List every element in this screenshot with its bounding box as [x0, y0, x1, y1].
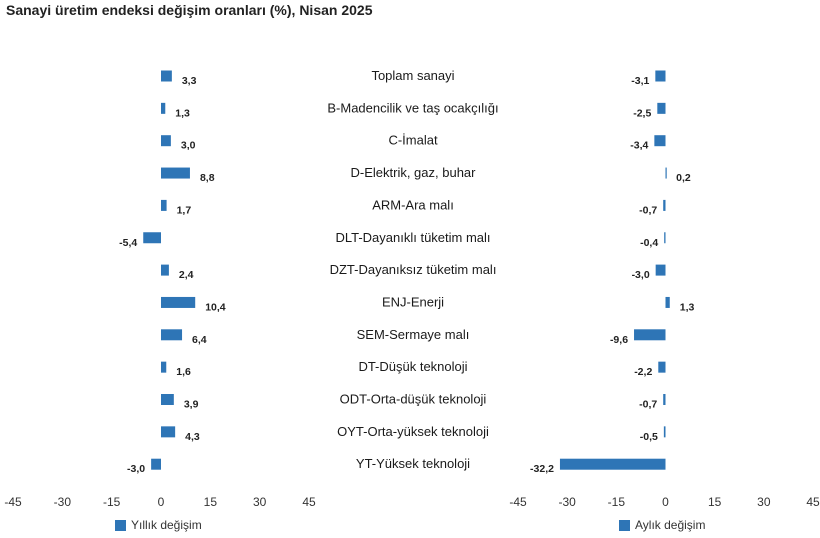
monthly-value-label: -0,4 — [640, 237, 658, 249]
category-label: ODT-Orta-düşük teknoloji — [340, 392, 487, 407]
yearly-bar — [161, 394, 174, 405]
category-label: ENJ-Enerji — [382, 294, 444, 309]
yearly-bar — [161, 102, 166, 114]
monthly-bar — [655, 70, 666, 82]
yearly-value-label: -3,0 — [127, 463, 145, 475]
yearly-x-tick-label: -15 — [103, 495, 121, 509]
yearly-value-label: 1,3 — [175, 107, 190, 119]
yearly-x-tick-label: 30 — [253, 495, 267, 509]
category-label: Toplam sanayi — [371, 68, 454, 83]
yearly-bar — [161, 329, 183, 341]
yearly-legend-swatch — [115, 520, 126, 531]
yearly-value-label: 2,4 — [179, 269, 194, 281]
monthly-bar — [665, 167, 667, 179]
yearly-bar — [161, 361, 167, 373]
monthly-value-label: -3,1 — [631, 75, 649, 87]
yearly-value-label: 3,9 — [184, 399, 199, 411]
yearly-value-label: 6,4 — [192, 334, 207, 346]
monthly-bar — [665, 296, 670, 308]
category-label: ARM-Ara malı — [372, 197, 454, 212]
monthly-x-tick-label: 0 — [662, 495, 669, 509]
monthly-bar — [559, 458, 666, 470]
monthly-value-label: 0,2 — [676, 172, 691, 184]
yearly-legend-label: Yıllık değişim — [131, 518, 202, 532]
monthly-bar — [663, 394, 666, 405]
monthly-value-label: -0,7 — [639, 399, 657, 411]
yearly-x-tick-label: -45 — [4, 495, 22, 509]
monthly-legend-swatch — [619, 520, 630, 531]
yearly-bar — [161, 167, 190, 179]
category-label: SEM-Sermaye malı — [357, 327, 470, 342]
monthly-bar — [655, 264, 666, 276]
chart-title: Sanayi üretim endeksi değişim oranları (… — [6, 2, 373, 18]
yearly-bar — [161, 264, 169, 276]
yearly-bar — [151, 458, 161, 470]
yearly-bar — [161, 426, 176, 438]
monthly-x-tick-label: -15 — [608, 495, 626, 509]
yearly-value-label: 8,8 — [200, 172, 215, 184]
yearly-bar — [161, 70, 172, 82]
category-label: OYT-Orta-yüksek teknoloji — [337, 424, 489, 439]
yearly-bar — [161, 199, 167, 211]
yearly-bar — [143, 232, 161, 244]
category-label: B-Madencilik ve taş ocakçılığı — [327, 100, 498, 115]
monthly-value-label: -3,4 — [630, 140, 648, 152]
monthly-value-label: -32,2 — [530, 463, 554, 475]
yearly-value-label: 10,4 — [205, 301, 226, 313]
monthly-change-panel: -3,1 -2,5 -3,4 0,2 -0,7 -0,4 -3,0 1,3 -9,6 -2,2 -0… — [509, 70, 820, 532]
monthly-value-label: -3,0 — [632, 269, 650, 281]
monthly-x-tick-label: -45 — [509, 495, 527, 509]
yearly-value-label: -5,4 — [119, 237, 137, 249]
yearly-x-tick-label: 15 — [204, 495, 218, 509]
yearly-x-tick-label: 45 — [302, 495, 316, 509]
yearly-value-label: 1,6 — [176, 366, 191, 378]
monthly-bar — [663, 199, 666, 211]
monthly-legend-label: Aylık değişim — [635, 518, 705, 532]
yearly-bar — [161, 296, 196, 308]
monthly-bar — [634, 329, 666, 341]
monthly-x-tick-label: 45 — [806, 495, 820, 509]
category-label: YT-Yüksek teknoloji — [356, 456, 470, 471]
monthly-value-label: -0,5 — [640, 431, 658, 443]
category-label: DZT-Dayanıksız tüketim malı — [330, 262, 497, 277]
yearly-bar — [161, 135, 171, 147]
monthly-bar — [664, 232, 666, 244]
monthly-bar — [663, 426, 666, 438]
monthly-value-label: -9,6 — [610, 334, 628, 346]
category-label: DLT-Dayanıklı tüketim malı — [335, 230, 490, 245]
monthly-value-label: -2,2 — [634, 366, 652, 378]
category-labels: Toplam sanayi B-Madencilik ve taş ocakçıl… — [327, 68, 498, 471]
monthly-bar — [657, 102, 666, 114]
category-label: D-Elektrik, gaz, buhar — [351, 165, 477, 180]
category-label: C-İmalat — [388, 133, 438, 148]
yearly-value-label: 3,3 — [182, 75, 197, 87]
yearly-x-tick-label: 0 — [158, 495, 165, 509]
monthly-bar — [654, 135, 666, 147]
monthly-x-tick-label: 15 — [708, 495, 722, 509]
monthly-bar — [658, 361, 666, 373]
yearly-x-tick-label: -30 — [54, 495, 72, 509]
yearly-change-panel: 3,3 1,3 3,0 8,8 1,7 -5,4 2,4 10,4 6,4 1,6 3,9 4,3 -3… — [4, 70, 316, 532]
monthly-x-tick-label: 30 — [757, 495, 771, 509]
monthly-value-label: -0,7 — [639, 204, 657, 216]
monthly-x-tick-label: -30 — [558, 495, 576, 509]
yearly-value-label: 3,0 — [181, 140, 196, 152]
monthly-value-label: 1,3 — [680, 301, 695, 313]
yearly-value-label: 4,3 — [185, 431, 200, 443]
category-label: DT-Düşük teknoloji — [358, 359, 467, 374]
monthly-value-label: -2,5 — [633, 107, 651, 119]
yearly-value-label: 1,7 — [177, 204, 192, 216]
